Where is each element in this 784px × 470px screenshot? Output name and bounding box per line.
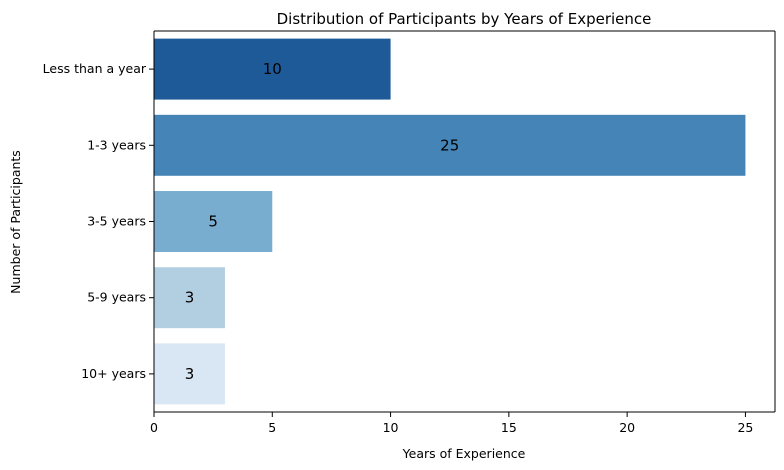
y-tick-label: 3-5 years [87,214,146,229]
y-tick-label: Less than a year [43,61,147,76]
bar-data-label: 5 [208,213,218,231]
x-tick-label: 15 [501,420,517,435]
y-axis-label: Number of Participants [8,150,23,294]
bars-group [154,38,746,405]
x-tick-label: 25 [737,420,753,435]
y-tick-label: 5-9 years [87,290,146,305]
chart-title: Distribution of Participants by Years of… [277,10,652,28]
data-labels-group: 10 25 5 3 3 [185,60,460,383]
x-tick-label: 10 [383,420,399,435]
x-tick-label: 5 [268,420,276,435]
y-axis-ticks: Less than a year 1-3 years 3-5 years 5-9 ye… [43,61,154,381]
bar [154,191,273,252]
x-tick-label: 0 [150,420,158,435]
x-axis-label: Years of Experience [402,446,526,461]
x-axis-ticks: 0 5 10 15 20 25 [150,412,753,435]
bar [154,343,225,405]
bar-data-label: 25 [440,136,459,154]
bar-data-label: 3 [185,365,195,383]
bar-data-label: 3 [185,289,195,307]
x-tick-label: 20 [619,420,635,435]
bar [154,114,746,176]
bar-data-label: 10 [263,60,282,78]
y-tick-label: 1-3 years [87,137,146,152]
y-tick-label: 10+ years [81,366,146,381]
bar [154,267,225,329]
bar [154,38,391,100]
